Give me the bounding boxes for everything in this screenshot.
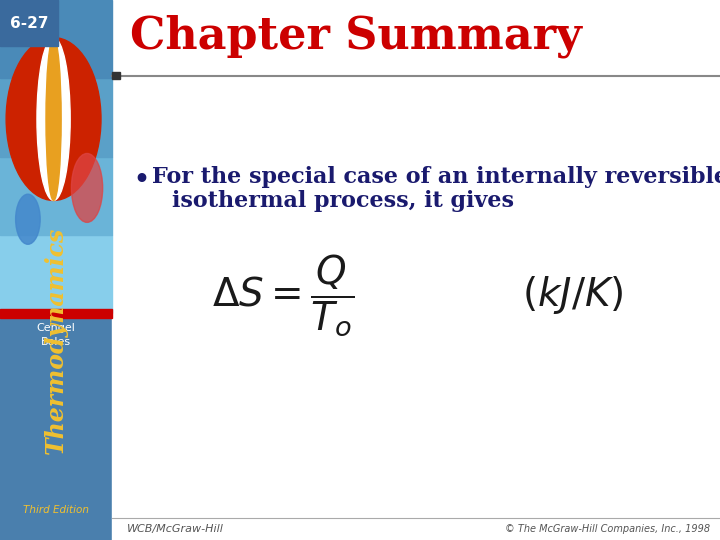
Text: $(kJ / K)$: $(kJ / K)$ [521, 274, 623, 316]
Text: For the special case of an internally reversible,: For the special case of an internally re… [152, 166, 720, 188]
Bar [0, 235, 112, 313]
Ellipse shape [71, 153, 103, 222]
Text: Cengel: Cengel [37, 323, 75, 333]
Text: © The McGraw-Hill Companies, Inc., 1998: © The McGraw-Hill Companies, Inc., 1998 [505, 524, 710, 534]
Text: $\Delta S = \dfrac{Q}{T_o}$: $\Delta S = \dfrac{Q}{T_o}$ [212, 252, 354, 338]
Text: Boles: Boles [41, 337, 71, 347]
Text: •: • [134, 168, 150, 192]
Ellipse shape [37, 38, 70, 200]
Bar [0, 0, 58, 46]
Text: Chapter Summary: Chapter Summary [130, 14, 581, 58]
Text: 6-27: 6-27 [10, 16, 48, 30]
Ellipse shape [6, 38, 101, 200]
Ellipse shape [16, 194, 40, 244]
Text: WCB/McGraw-Hill: WCB/McGraw-Hill [127, 524, 223, 534]
Text: Third Edition: Third Edition [23, 505, 89, 515]
Bar [112, 72, 120, 79]
Bar [0, 78, 112, 157]
Bar [0, 157, 112, 235]
Bar [0, 0, 112, 78]
Bar [0, 309, 112, 318]
Ellipse shape [46, 38, 61, 200]
Bar [112, 0, 720, 540]
Bar [0, 0, 112, 540]
Text: isothermal process, it gives: isothermal process, it gives [171, 190, 513, 212]
Text: Thermodynamics: Thermodynamics [44, 226, 68, 454]
